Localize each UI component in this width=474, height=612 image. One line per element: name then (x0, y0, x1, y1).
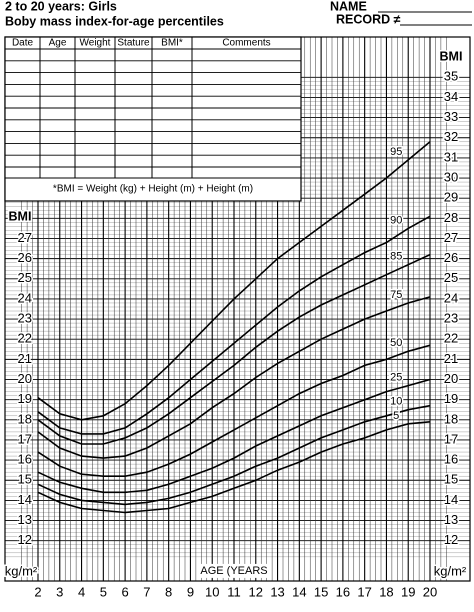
percentile-curve (37, 344, 431, 477)
y2-tick-label: 29 (444, 190, 458, 205)
y2-tick-label: 32 (444, 129, 458, 144)
y2-tick-label: 35 (444, 69, 458, 84)
x-tick-label: 4 (78, 584, 85, 599)
labels: 5102550758590951213141516171819202122232… (3, 48, 468, 600)
y2-tick-label: 12 (444, 532, 458, 547)
table-header: BMI* (161, 38, 183, 49)
curve-label: 50 (390, 337, 402, 349)
x-tick-label: 13 (270, 584, 284, 599)
record-table: Date Age Weight Stature BMI* Comments *BMI = W… (4, 36, 302, 202)
y2-tick-label: 13 (444, 512, 458, 527)
table-header: Stature (117, 38, 150, 49)
y-tick-label: 23 (18, 311, 32, 326)
x-tick-label: 18 (379, 584, 393, 599)
record-label: RECORD ≠ (336, 12, 401, 26)
x-axis-label-bg (198, 563, 270, 578)
y2-tick-label: 28 (444, 210, 458, 225)
chart-subtitle: Boby mass index-for-age percentiles (5, 14, 224, 28)
y2-tick-label: 22 (444, 331, 458, 346)
y2-unit: kg/m² (434, 563, 467, 578)
y-tick-label: 12 (18, 532, 32, 547)
percentile-curve (37, 296, 431, 459)
x-tick-label: 9 (187, 584, 194, 599)
x-tick-label: 15 (314, 584, 328, 599)
y-tick-label: 25 (18, 270, 32, 285)
y2-tick-label: 27 (444, 230, 458, 245)
y-tick-label: 19 (18, 391, 32, 406)
y-tick-label: 22 (18, 331, 32, 346)
x-tick-label: 19 (401, 584, 415, 599)
chart-title: 2 to 20 years: Girls (5, 0, 117, 13)
y2-tick-label: 20 (444, 371, 458, 386)
percentile-curve (37, 215, 431, 435)
y2-tick-label: 25 (444, 270, 458, 285)
curve-label: 25 (390, 371, 402, 383)
table-note: *BMI = Weight (kg) + Height (m) + Height… (53, 184, 253, 195)
x-tick-label: 10 (205, 584, 219, 599)
y2-tick-label: 21 (444, 351, 458, 366)
y2-axis-label: BMI (440, 49, 463, 63)
x-tick-label: 3 (56, 584, 63, 599)
y-tick-label: 13 (18, 512, 32, 527)
curve-label: 85 (390, 251, 402, 263)
x-tick-label: 7 (143, 584, 150, 599)
table-header: Age (49, 38, 67, 49)
y-tick-label: 27 (18, 230, 32, 245)
x-tick-label: 11 (227, 584, 241, 599)
table-frame (4, 36, 302, 202)
curve-label: 75 (390, 289, 402, 301)
table-header: Comments (222, 38, 270, 49)
y2-tick-label: 23 (444, 311, 458, 326)
table-header: Weight (80, 38, 111, 49)
percentile-curve (37, 378, 431, 494)
curve-label: 5 (393, 410, 399, 422)
curve-label: 90 (390, 214, 402, 226)
y-tick-label: 18 (18, 411, 32, 426)
y2-tick-label: 33 (444, 109, 458, 124)
x-tick-label: 2 (34, 584, 41, 599)
y-tick-label: 20 (18, 371, 32, 386)
y-tick-label: 21 (18, 351, 32, 366)
y-tick-label: 16 (18, 452, 32, 467)
y2-tick-label: 26 (444, 250, 458, 265)
y2-tick-label: 24 (444, 290, 458, 305)
y2-tick-label: 19 (444, 391, 458, 406)
y-tick-label: 15 (18, 472, 32, 487)
percentile-curve (37, 141, 431, 421)
x-tick-label: 14 (292, 584, 306, 599)
percentile-curve (37, 404, 431, 506)
curves (37, 141, 431, 514)
percentile-curve (37, 253, 431, 445)
x-tick-label: 5 (100, 584, 107, 599)
y-axis-label: BMI (9, 209, 32, 223)
y2-tick-label: 15 (444, 472, 458, 487)
y2-tick-label: 34 (444, 89, 458, 104)
x-tick-label: 12 (249, 584, 263, 599)
x-tick-label: 16 (336, 584, 350, 599)
x-tick-label: 17 (357, 584, 371, 599)
x-axis-label: AGE (YEARS (200, 565, 267, 577)
x-tick-label: 8 (165, 584, 172, 599)
curve-label: 95 (390, 146, 402, 158)
y2-tick-label: 16 (444, 452, 458, 467)
name-label: NAME (330, 0, 367, 13)
y-unit: kg/m² (5, 563, 38, 578)
y2-tick-label: 30 (444, 169, 458, 184)
y-tick-label: 17 (18, 431, 32, 446)
curve-label: 10 (390, 396, 402, 408)
y2-tick-label: 18 (444, 411, 458, 426)
percentile-curve (37, 421, 431, 514)
y-tick-label: 24 (18, 290, 32, 305)
x-tick-label: 6 (121, 584, 128, 599)
y-tick-label: 14 (18, 492, 32, 507)
y2-tick-label: 31 (444, 149, 458, 164)
y-tick-label: 26 (18, 250, 32, 265)
table-header: Date (12, 38, 34, 49)
y2-tick-label: 17 (444, 431, 458, 446)
x-tick-label: 20 (423, 584, 437, 599)
y2-tick-label: 14 (444, 492, 458, 507)
